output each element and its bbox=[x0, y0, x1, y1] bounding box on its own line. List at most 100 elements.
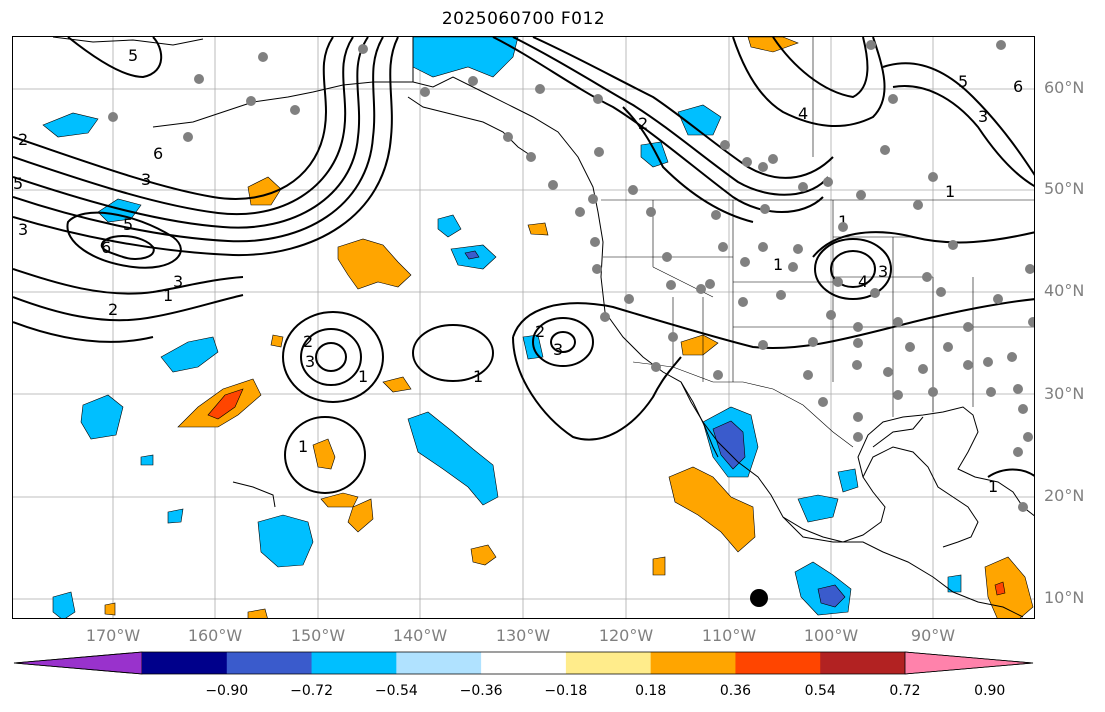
shade-blue bbox=[42, 112, 99, 138]
contour-label: 5 bbox=[123, 215, 133, 234]
contour-label: 3 bbox=[305, 352, 315, 371]
contour-label: 5 bbox=[128, 46, 138, 65]
lat-label-60n: 60°N bbox=[1044, 78, 1085, 97]
shade-orange bbox=[337, 238, 412, 290]
contour-label: 1 bbox=[473, 367, 483, 386]
contour-label: 2 bbox=[535, 322, 545, 341]
contour-label: 2 bbox=[303, 332, 313, 351]
contour-label: 6 bbox=[153, 144, 163, 163]
lon-label-160w: 160°W bbox=[187, 626, 243, 645]
shade-blue bbox=[140, 454, 154, 466]
shade-orange bbox=[270, 334, 284, 348]
contour-label: 3 bbox=[553, 340, 563, 359]
shade-blue bbox=[677, 104, 722, 136]
colorbar-tick-label: −0.36 bbox=[459, 683, 503, 699]
colorbar-segment bbox=[396, 652, 482, 674]
shade-orange bbox=[984, 556, 1034, 618]
shade-blue bbox=[797, 494, 839, 523]
colorbar-segment bbox=[565, 652, 652, 674]
shade-blue bbox=[160, 336, 219, 373]
shade-blue bbox=[947, 574, 962, 593]
contour-label: 5 bbox=[958, 72, 968, 91]
colorbar-extend-low bbox=[13, 651, 143, 675]
colorbar-segment bbox=[820, 652, 906, 674]
colorbar-tick-label: −0.72 bbox=[290, 683, 333, 699]
shade-blue bbox=[257, 514, 314, 568]
shade-blue bbox=[80, 394, 124, 440]
lat-label-10n: 10°N bbox=[1044, 588, 1085, 607]
colorbar-segment bbox=[142, 652, 228, 674]
highlight-point bbox=[750, 589, 768, 607]
lon-label-170w: 170°W bbox=[85, 626, 141, 645]
map-panel[interactable]: 5 2 3 5 6 3 2 1 2 3 1 1 2 3 3 1 4 5 6 3 … bbox=[12, 36, 1035, 619]
contour-label: 3 bbox=[173, 272, 183, 291]
contour-label: 3 bbox=[141, 170, 151, 189]
lon-label-150w: 150°W bbox=[290, 626, 346, 645]
station-markers bbox=[108, 40, 1034, 512]
colorbar bbox=[13, 651, 1034, 675]
shade-dark-blue bbox=[712, 420, 746, 470]
contour-label: 2 bbox=[638, 114, 648, 133]
contour-label: 1 bbox=[838, 212, 848, 231]
colorbar-tick-label: −0.90 bbox=[205, 683, 249, 699]
colorbar-segment bbox=[481, 652, 567, 674]
contour-labels: 5 2 3 5 6 3 2 1 2 3 1 1 2 3 3 1 4 5 6 3 … bbox=[13, 46, 1023, 496]
contour-label: 3 bbox=[978, 107, 988, 126]
map-canvas: 5 2 3 5 6 3 2 1 2 3 1 1 2 3 3 1 4 5 6 3 … bbox=[13, 37, 1034, 618]
shade-blue bbox=[412, 37, 519, 78]
lon-label-140w: 140°W bbox=[392, 626, 448, 645]
contour-label: 2 bbox=[108, 300, 118, 319]
gridlines bbox=[13, 37, 1034, 618]
shade-orange bbox=[652, 556, 666, 576]
shade-blue bbox=[837, 468, 859, 493]
shade-orange bbox=[527, 222, 549, 236]
shade-orange bbox=[382, 376, 412, 393]
contour-label: 1 bbox=[773, 255, 783, 274]
colorbar-tick-label: 0.72 bbox=[889, 683, 921, 699]
contour-label: 1 bbox=[163, 286, 173, 305]
shaded-anomalies bbox=[42, 37, 1034, 618]
shade-blue bbox=[437, 214, 462, 238]
shade-red bbox=[994, 581, 1006, 596]
lon-label-130w: 130°W bbox=[495, 626, 551, 645]
contour-label: 1 bbox=[988, 477, 998, 496]
shade-orange bbox=[668, 466, 756, 553]
shade-orange bbox=[104, 602, 116, 616]
shade-orange bbox=[312, 438, 336, 470]
colorbar-segment bbox=[311, 652, 397, 674]
shade-dark-blue bbox=[464, 250, 480, 260]
shade-blue bbox=[167, 508, 184, 524]
contour-label: 3 bbox=[878, 262, 888, 281]
contour-label: 1 bbox=[945, 182, 955, 201]
lon-label-120w: 120°W bbox=[598, 626, 654, 645]
colorbar-tick-label: −0.18 bbox=[544, 683, 588, 699]
contour-label: 6 bbox=[101, 238, 111, 257]
colorbar-tick-label: 0.90 bbox=[974, 683, 1006, 699]
shade-blue bbox=[640, 141, 669, 168]
colorbar-extend-high bbox=[904, 651, 1034, 675]
contours bbox=[13, 37, 1034, 494]
colorbar-tick-label: −0.54 bbox=[374, 683, 418, 699]
contour-label: 3 bbox=[18, 220, 28, 239]
colorbar-tick-label: 0.18 bbox=[635, 683, 667, 699]
coastlines bbox=[52, 37, 1034, 618]
colorbar-segment bbox=[650, 652, 736, 674]
shade-red bbox=[207, 388, 244, 420]
contour-label: 5 bbox=[13, 174, 23, 193]
shade-orange bbox=[680, 334, 719, 356]
contour-label: 4 bbox=[858, 272, 868, 291]
lat-label-40n: 40°N bbox=[1044, 281, 1085, 300]
colorbar-segment bbox=[226, 652, 313, 674]
lon-label-90w: 90°W bbox=[910, 626, 956, 645]
lat-label-20n: 20°N bbox=[1044, 486, 1085, 505]
lon-label-110w: 110°W bbox=[701, 626, 757, 645]
shade-orange bbox=[747, 37, 799, 53]
contour-label: 6 bbox=[1013, 77, 1023, 96]
contour-label: 2 bbox=[18, 130, 28, 149]
contour-label: 1 bbox=[358, 367, 368, 386]
contour-label: 4 bbox=[798, 104, 808, 123]
contour-label: 1 bbox=[298, 437, 308, 456]
lat-label-50n: 50°N bbox=[1044, 179, 1085, 198]
lat-label-30n: 30°N bbox=[1044, 384, 1085, 403]
shade-blue bbox=[407, 411, 499, 506]
